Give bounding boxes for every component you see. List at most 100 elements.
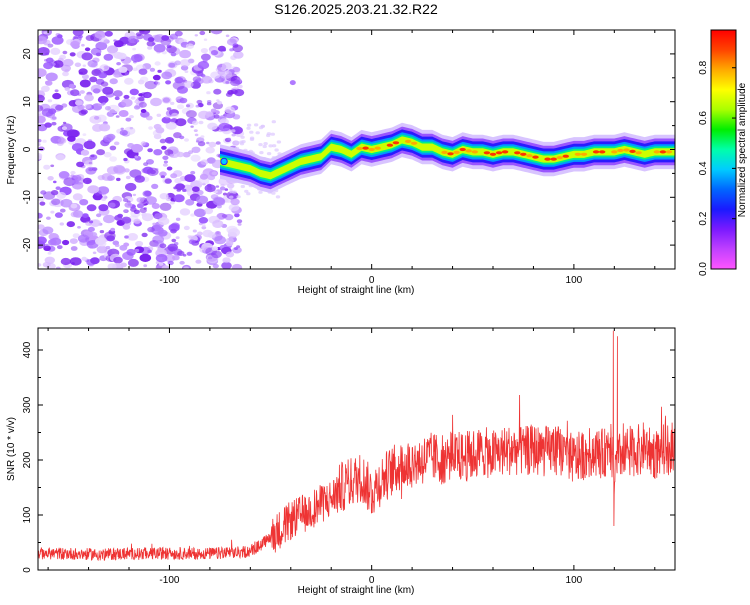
- spectrogram-noise-blob: [38, 212, 43, 219]
- spectrogram-noise-blob: [114, 214, 123, 221]
- spectrogram-noise-blob: [179, 208, 191, 216]
- spectrogram-noise-blob: [153, 133, 162, 140]
- spectrogram-noise-blob: [41, 85, 50, 93]
- spectrogram-noise-blob: [45, 80, 53, 86]
- spectrogram-noise-blob: [236, 219, 243, 224]
- spectrogram-noise-blob: [159, 243, 167, 249]
- spectrogram-ridge-peak: [368, 147, 375, 152]
- spectrogram-noise-blob: [118, 66, 128, 73]
- spectrogram-noise-blob: [43, 31, 48, 35]
- spectrogram-noise-blob: [184, 138, 189, 142]
- spectrogram-noise-blob: [144, 80, 157, 90]
- spectrogram-ridge-peak: [520, 152, 527, 156]
- spectrogram-noise-blob: [144, 196, 157, 205]
- spectrogram-noise-blob: [213, 114, 220, 119]
- spectrogram-noise-blob: [170, 228, 177, 234]
- spectrogram-noise-blob: [194, 34, 198, 37]
- spectrogram-noise-blob: [196, 195, 209, 205]
- spectrogram-noise-blob: [126, 248, 136, 256]
- spectrogram-noise-blob: [132, 47, 137, 51]
- spectrogram-xtick-label: 0: [369, 275, 375, 286]
- spectrogram-noise-blob: [246, 192, 251, 196]
- spectrogram-noise-blob: [59, 222, 64, 226]
- spectrogram-noise-blob: [109, 156, 117, 162]
- spectrogram-noise-blob: [52, 92, 62, 100]
- spectrogram-noise-blob: [166, 107, 172, 111]
- spectrogram-noise-blob: [249, 130, 254, 134]
- spectrogram-noise-blob: [161, 71, 173, 80]
- spectrogram-noise-blob: [171, 112, 179, 118]
- spectrogram-noise-blob: [186, 251, 193, 256]
- spectrogram-noise-blob: [116, 62, 121, 66]
- spectrogram-noise-blob: [58, 171, 70, 179]
- spectrogram-noise-blob: [198, 120, 204, 125]
- spectrogram-noise-blob: [72, 30, 84, 37]
- spectrogram-noise-blob: [69, 52, 76, 57]
- spectrogram-noise-blob: [212, 263, 219, 269]
- spectrogram-noise-blob: [81, 52, 93, 61]
- spectrogram-noise-blob: [154, 213, 163, 219]
- spectrogram-noise-blob: [159, 171, 167, 177]
- spectrogram-noise-blob: [232, 190, 237, 194]
- spectrogram-noise-blob: [210, 30, 223, 35]
- spectrogram-noise-blob: [96, 245, 108, 254]
- spectrogram-noise-blob: [228, 203, 240, 212]
- spectrogram-noise-blob: [197, 141, 206, 147]
- spectrogram-noise-blob: [113, 40, 124, 48]
- spectrogram-noise-blob: [201, 53, 211, 61]
- spectrogram-noise-blob: [211, 246, 219, 251]
- spectrogram-ridge-peak: [592, 150, 600, 154]
- spectrogram-ridge-peak: [611, 150, 618, 154]
- spectrogram-noise-blob: [68, 83, 75, 89]
- chart-title: S126.2025.203.21.32.R22: [274, 1, 438, 17]
- colorbar-ticks: 0.0 0.2 0.4 0.6 0.8: [698, 60, 736, 276]
- spectrogram-noise-blob: [84, 47, 91, 52]
- spectrogram-noise-blob: [186, 104, 191, 108]
- spectrogram-noise-blob: [100, 81, 109, 87]
- spectrogram-noise-blob: [81, 43, 85, 47]
- spectrogram-noise-blob: [109, 145, 117, 151]
- spectrogram-noise-blob: [62, 71, 69, 77]
- spectrogram-noise-blob: [234, 247, 238, 251]
- spectrogram-noise-blob: [207, 122, 218, 130]
- spectrogram-ridge-peak: [659, 150, 667, 154]
- spectrogram-noise-blob: [70, 203, 78, 209]
- spectrogram-noise-blob: [201, 226, 207, 230]
- spectrogram-noise: [38, 30, 283, 269]
- spectrogram-noise-blob: [200, 135, 205, 139]
- spectrogram-noise-blob: [225, 251, 235, 258]
- spectrogram-noise-blob: [154, 61, 161, 66]
- spectrogram-noise-blob: [145, 142, 150, 146]
- spectrogram-noise-blob: [84, 160, 94, 167]
- spectrogram-noise-blob: [70, 211, 79, 218]
- spectrogram-ridge-peak: [459, 147, 466, 152]
- spectrogram-noise-blob: [165, 80, 172, 85]
- spectrogram-noise-blob: [102, 86, 114, 95]
- spectrogram-noise-blob: [94, 116, 100, 120]
- spectrogram-noise-blob: [127, 233, 138, 241]
- spectrogram-noise-blob: [169, 200, 175, 205]
- spectrogram-noise-blob: [172, 255, 180, 261]
- snr-xtick-label: 100: [566, 575, 583, 586]
- spectrogram-noise-blob: [230, 198, 240, 206]
- spectrogram-noise-blob: [219, 186, 226, 191]
- spectrogram-noise-blob: [175, 118, 187, 127]
- snr-ylabel: SNR (10 * v/v): [6, 417, 17, 481]
- spectrogram-noise-blob: [139, 76, 149, 83]
- snr-ytick-label: 100: [22, 506, 33, 523]
- spectrogram-noise-blob: [90, 154, 95, 158]
- spectrogram-noise-blob: [38, 197, 45, 202]
- spectrogram-noise-blob: [216, 99, 220, 102]
- spectrogram-noise-blob: [132, 193, 137, 197]
- spectrogram-noise-blob: [72, 233, 80, 239]
- spectrogram-noise-blob: [271, 120, 276, 124]
- spectrogram-noise-blob: [142, 190, 152, 197]
- spectrogram-noise-blob: [127, 203, 131, 206]
- spectrogram-noise-blob: [174, 178, 182, 184]
- spectrogram-noise-blob: [126, 43, 131, 46]
- spectrogram-noise-blob: [141, 212, 148, 217]
- spectrogram-noise-blob: [61, 64, 71, 72]
- spectrogram-xtick-label: 100: [566, 275, 583, 286]
- spectrogram-noise-blob: [42, 261, 51, 268]
- spectrogram-noise-blob: [51, 121, 57, 126]
